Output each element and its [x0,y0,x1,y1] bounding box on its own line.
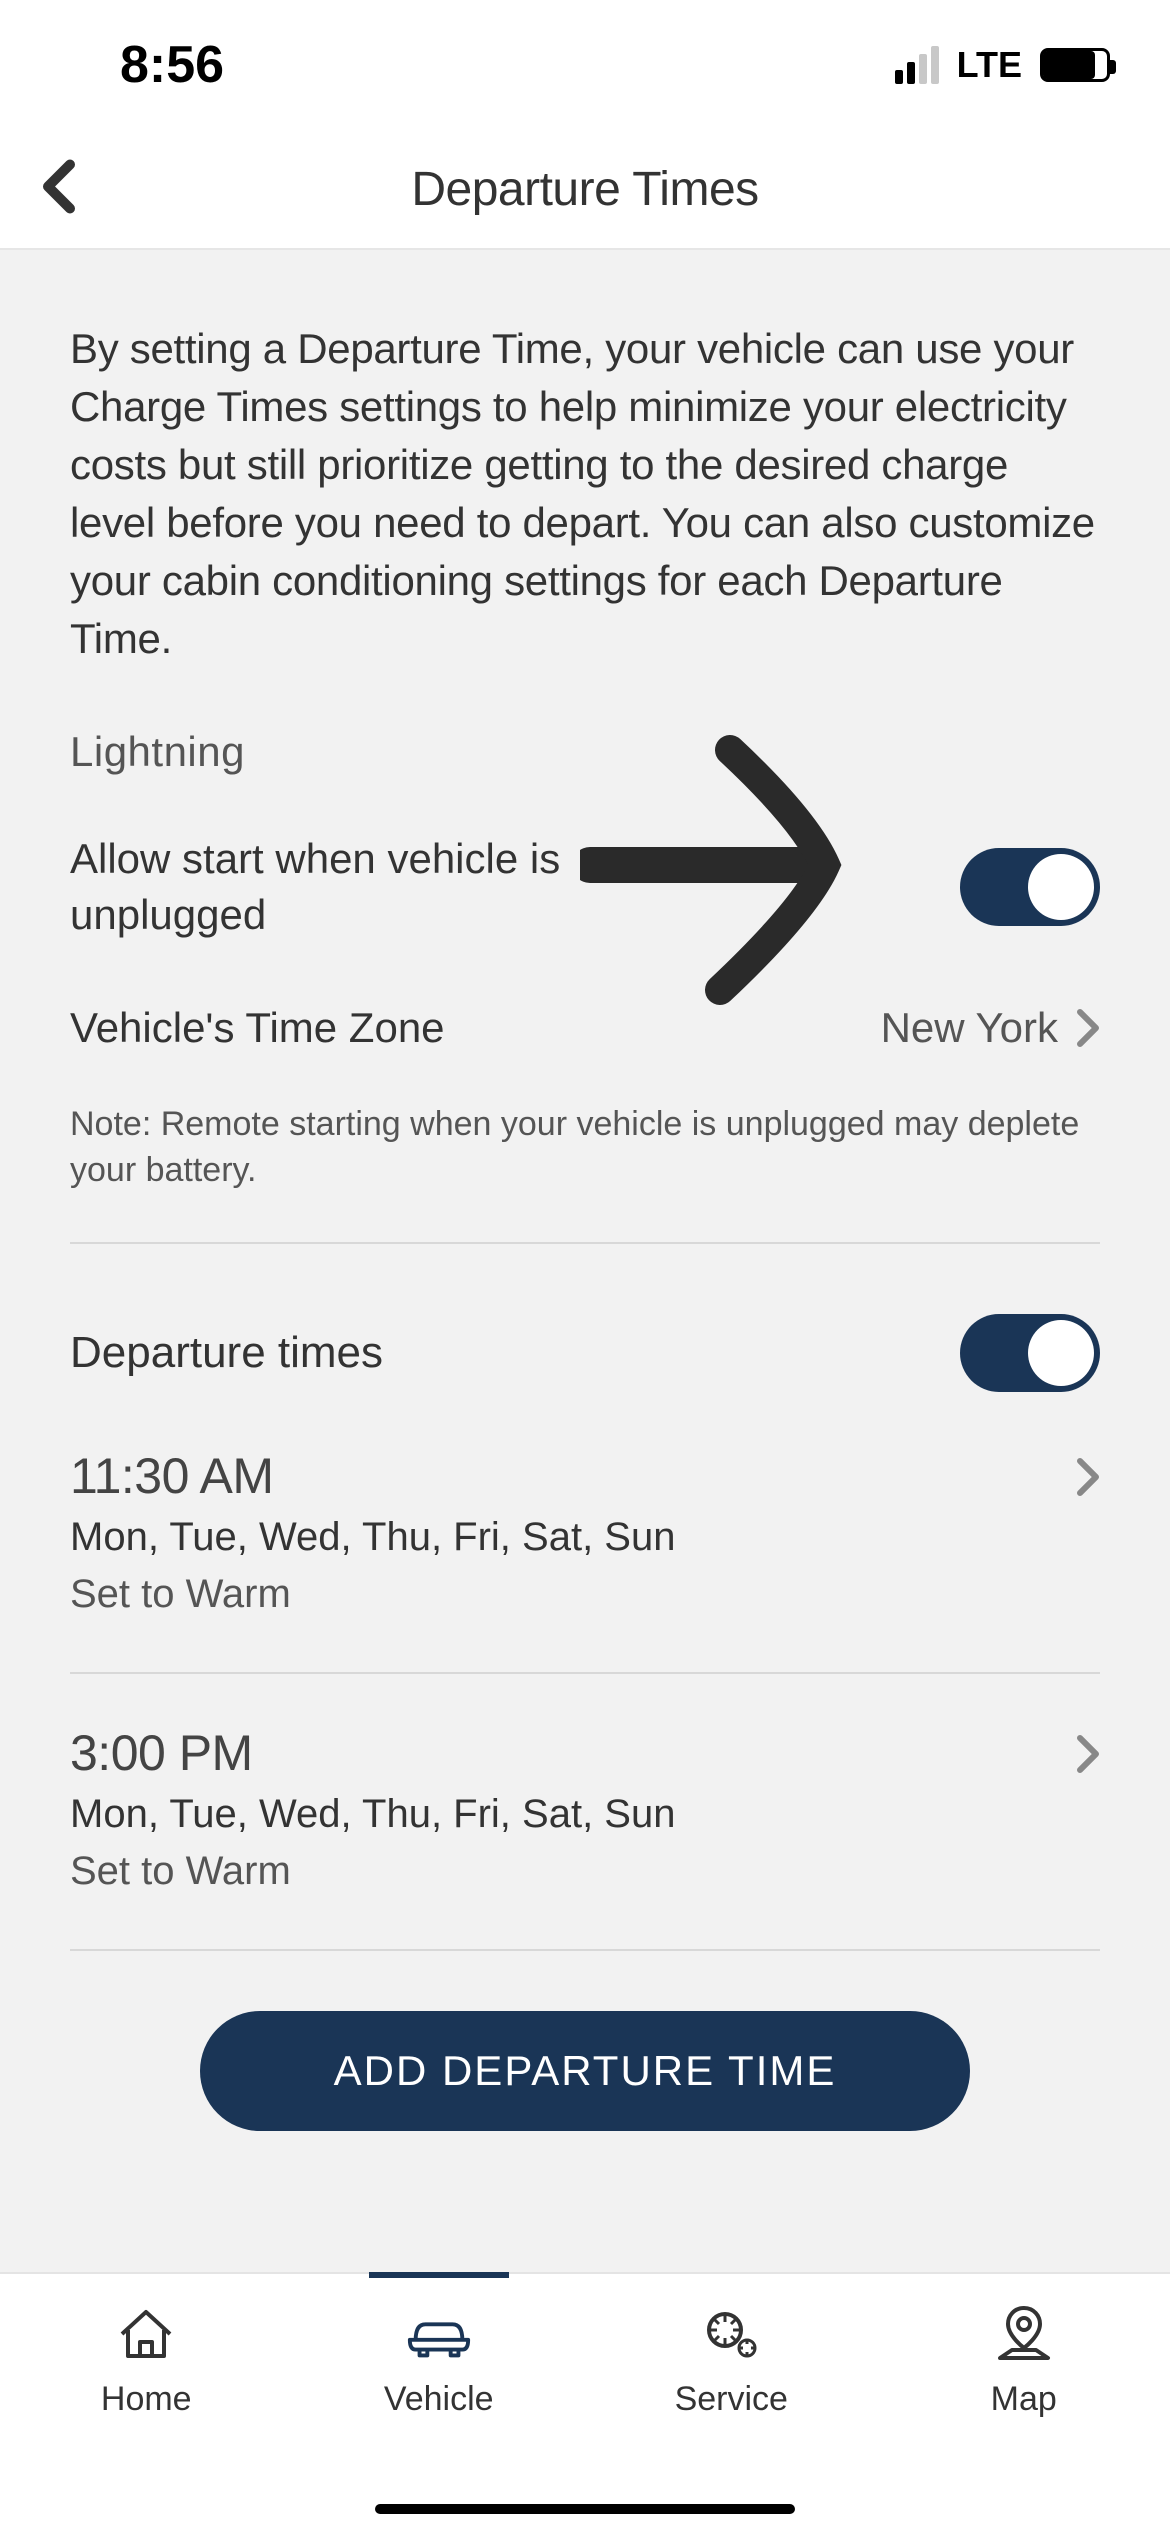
tab-label: Service [675,2380,788,2419]
allow-unplugged-label: Allow start when vehicle is unplugged [70,831,590,944]
departure-time: 11:30 AM [70,1447,1040,1505]
content-area: By setting a Departure Time, your vehicl… [0,250,1170,2131]
tab-vehicle[interactable]: Vehicle [293,2274,586,2532]
departure-times-title: Departure times [70,1328,383,1378]
chevron-right-icon [1076,1008,1100,1048]
vehicle-name: Lightning [70,728,1100,776]
tab-label: Map [991,2380,1057,2419]
departure-days: Mon, Tue, Wed, Thu, Fri, Sat, Sun [70,1515,1040,1560]
vehicle-icon [404,2304,474,2364]
map-icon [989,2304,1059,2364]
chevron-right-icon [1076,1734,1100,1774]
divider [70,1672,1100,1674]
departure-times-header: Departure times [70,1314,1100,1392]
status-bar: 8:56 LTE [0,0,1170,130]
network-label: LTE [957,44,1022,86]
battery-icon [1040,48,1110,82]
status-time: 8:56 [120,35,224,95]
timezone-row[interactable]: Vehicle's Time Zone New York [70,1004,1100,1052]
add-departure-button[interactable]: ADD DEPARTURE TIME [200,2011,970,2131]
departure-item[interactable]: 3:00 PM Mon, Tue, Wed, Thu, Fri, Sat, Su… [70,1724,1100,1894]
tab-bar: Home Vehicle Service Map [0,2272,1170,2532]
timezone-value-wrap: New York [881,1004,1100,1052]
departure-setting: Set to Warm [70,1849,1040,1894]
status-indicators: LTE [895,44,1110,86]
tab-home[interactable]: Home [0,2274,293,2532]
timezone-value: New York [881,1004,1058,1052]
nav-header: Departure Times [0,130,1170,250]
page-title: Departure Times [411,162,758,217]
divider [70,1949,1100,1951]
service-icon [696,2304,766,2364]
home-indicator [375,2504,795,2514]
departure-time: 3:00 PM [70,1724,1040,1782]
unplugged-note: Note: Remote starting when your vehicle … [70,1102,1100,1194]
tab-label: Home [101,2380,192,2419]
tab-map[interactable]: Map [878,2274,1170,2532]
intro-text: By setting a Departure Time, your vehicl… [70,320,1100,668]
home-icon [111,2304,181,2364]
allow-unplugged-row: Allow start when vehicle is unplugged [70,831,1100,944]
tab-label: Vehicle [384,2380,494,2419]
chevron-right-icon [1076,1457,1100,1497]
chevron-left-icon [40,159,76,215]
allow-unplugged-toggle[interactable] [960,848,1100,926]
signal-icon [895,46,939,84]
departure-setting: Set to Warm [70,1572,1040,1617]
timezone-label: Vehicle's Time Zone [70,1004,445,1052]
back-button[interactable] [40,159,76,220]
tab-service[interactable]: Service [585,2274,878,2532]
divider [70,1242,1100,1244]
departure-times-toggle[interactable] [960,1314,1100,1392]
departure-item[interactable]: 11:30 AM Mon, Tue, Wed, Thu, Fri, Sat, S… [70,1447,1100,1617]
departure-days: Mon, Tue, Wed, Thu, Fri, Sat, Sun [70,1792,1040,1837]
